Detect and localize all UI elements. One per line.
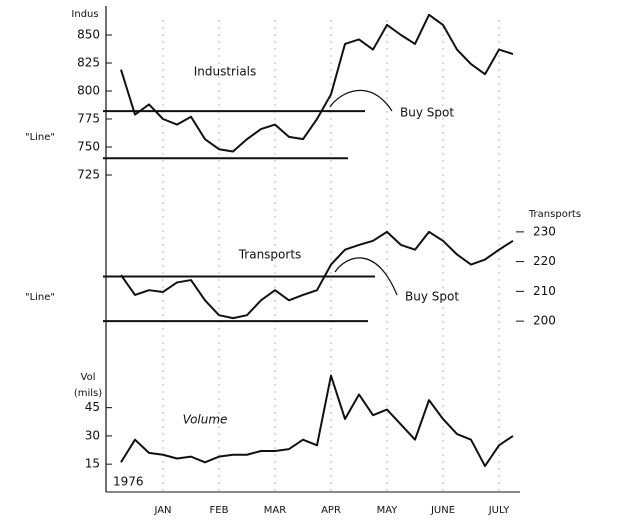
x-tick-label: APR [321, 505, 341, 516]
signal-label: Buy Spot [400, 106, 454, 120]
y-tick-label: 775 [77, 112, 100, 126]
series-label: Transports [238, 248, 302, 262]
x-tick-label: FEB [210, 505, 229, 516]
x-tick-label: JUNE [430, 505, 455, 516]
axis-label: Transports [528, 209, 581, 220]
y-tick-label: 200 [533, 314, 556, 328]
channel-label: "Line" [25, 132, 55, 143]
signal-label: Buy Spot [405, 290, 459, 304]
y-tick-label: 210 [533, 284, 556, 298]
y-tick-label: 750 [77, 140, 100, 154]
series-line [120, 374, 514, 468]
x-tick-label: MAY [377, 505, 399, 516]
series-label: Volume [183, 413, 228, 427]
series-label: Industrials [194, 65, 257, 79]
y-tick-label: 230 [533, 224, 556, 238]
channel-label: "Line" [25, 292, 55, 303]
x-tick-label: JAN [153, 505, 171, 516]
axis-sublabel: (mils) [74, 388, 102, 399]
axis-label: Indus [71, 9, 98, 20]
series-line [120, 230, 514, 320]
signal-arrow [334, 257, 398, 296]
x-tick-label: MAR [264, 505, 286, 516]
series-line [120, 13, 514, 153]
year-label: 1976 [113, 475, 144, 489]
y-tick-label: 800 [77, 84, 100, 98]
y-tick-label: 825 [77, 56, 100, 70]
x-tick-label: JULY [488, 505, 511, 516]
y-tick-label: 850 [77, 28, 100, 42]
y-tick-label: 220 [533, 254, 556, 268]
y-tick-label: 45 [85, 400, 100, 414]
y-tick-label: 725 [77, 168, 100, 182]
signal-arrow [329, 89, 393, 112]
y-tick-label: 30 [85, 428, 100, 442]
axis-label: Vol [81, 372, 96, 383]
y-tick-label: 15 [85, 457, 100, 471]
